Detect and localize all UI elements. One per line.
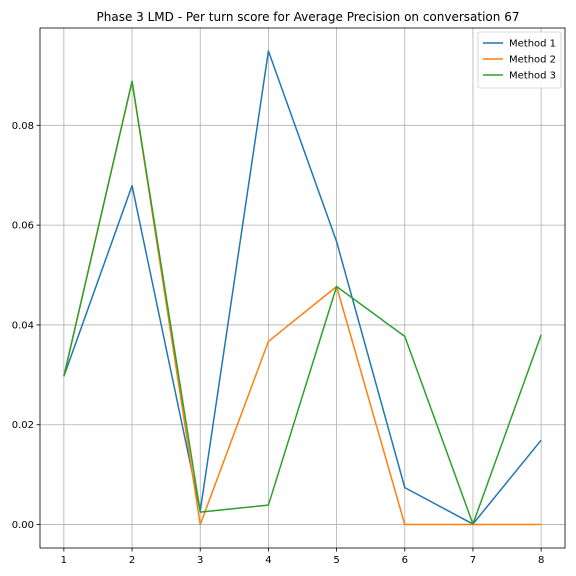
x-tick-label: 5 — [333, 555, 339, 566]
axis-ticks: 1 2 3 4 5 6 7 8 0.00 0.02 0.04 0.06 0.08 — [12, 121, 545, 566]
axes-frame — [39, 27, 566, 549]
legend-label: Method 1 — [509, 39, 556, 50]
x-tick-label: 7 — [470, 555, 476, 566]
legend-label: Method 2 — [509, 55, 556, 66]
y-tick-label: 0.02 — [12, 420, 34, 431]
legend: Method 1 Method 2 Method 3 — [477, 31, 562, 89]
plot-area — [40, 28, 565, 548]
y-tick-label: 0.04 — [12, 320, 34, 331]
series-line-method-1 — [63, 50, 542, 525]
x-tick-label: 6 — [402, 555, 408, 566]
x-tick-label: 8 — [538, 555, 544, 566]
series-line-method-3 — [63, 80, 542, 525]
legend-box — [477, 31, 562, 89]
legend-label: Method 3 — [509, 71, 556, 82]
y-tick-label: 0.00 — [12, 520, 34, 531]
x-tick-label: 4 — [265, 555, 271, 566]
x-tick-label: 1 — [61, 555, 67, 566]
grid — [40, 28, 565, 548]
y-tick-label: 0.06 — [12, 221, 34, 232]
x-tick-label: 2 — [129, 555, 135, 566]
x-tick-label: 3 — [197, 555, 203, 566]
chart-title: Phase 3 LMD - Per turn score for Average… — [97, 10, 520, 24]
series-lines — [63, 50, 542, 526]
y-tick-label: 0.08 — [12, 121, 34, 132]
